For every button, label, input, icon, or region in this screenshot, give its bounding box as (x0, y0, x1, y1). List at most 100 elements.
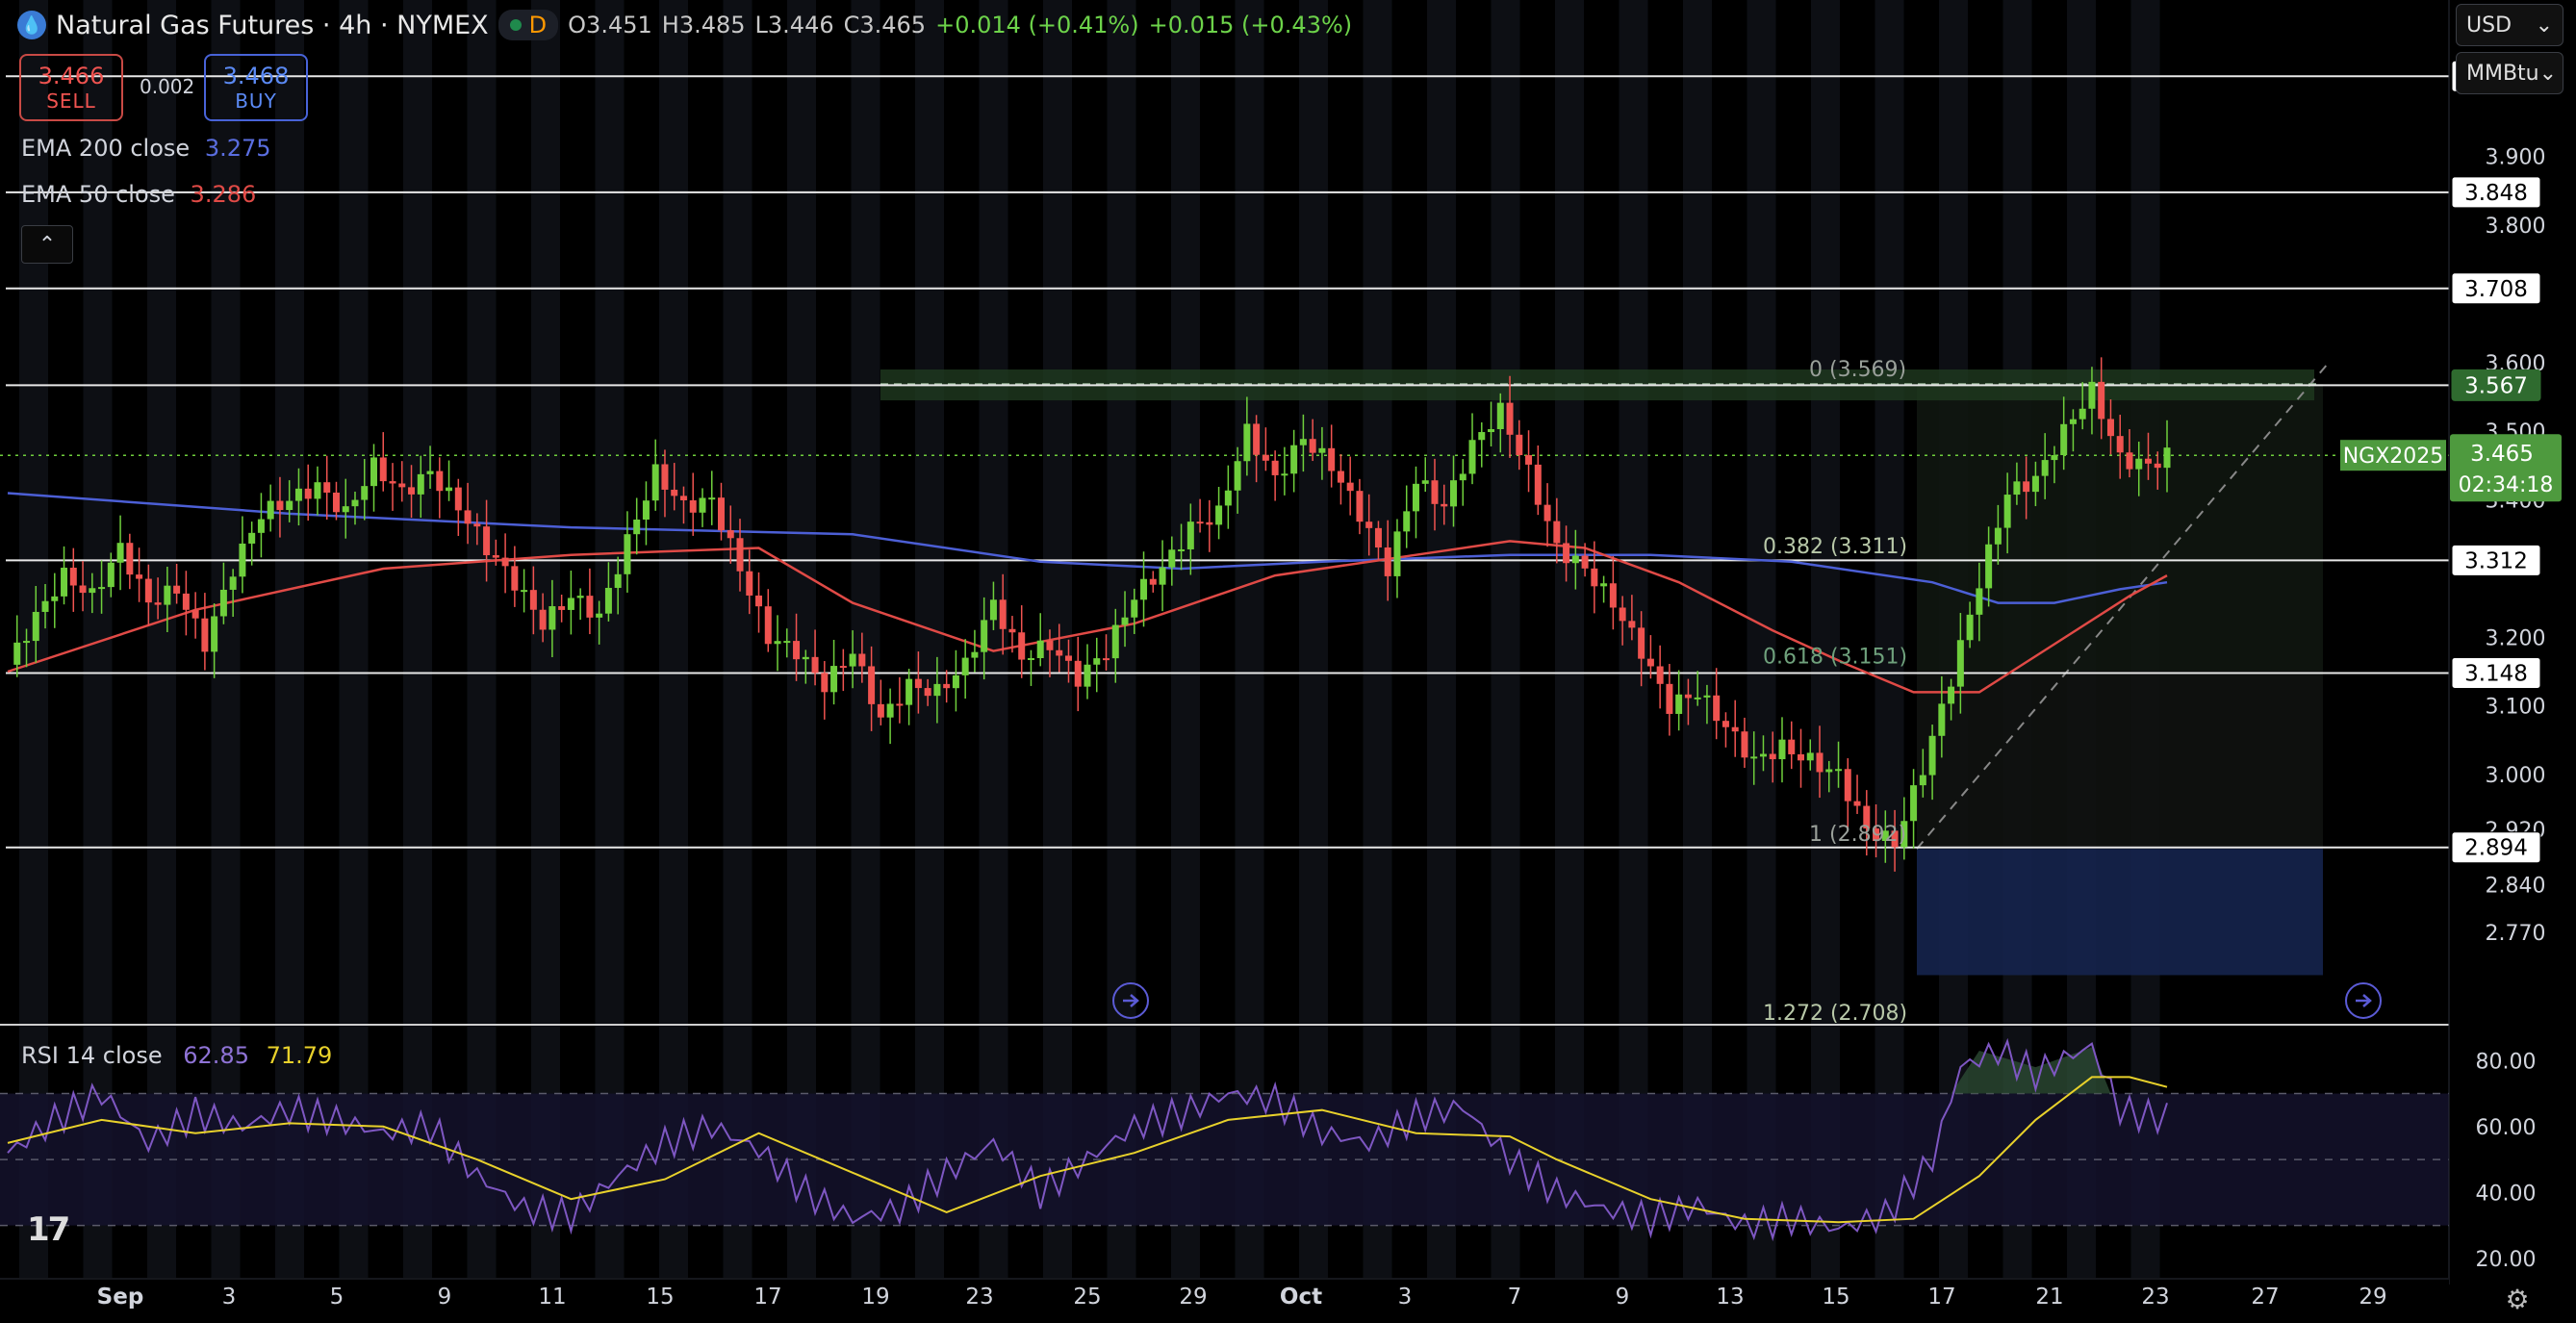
level-price-tag[interactable] (2451, 369, 2541, 401)
candle (877, 679, 884, 725)
candle-body (1769, 753, 1776, 760)
candle-body (774, 641, 781, 645)
candle-body (633, 520, 641, 535)
chevron-up-icon: ⌃ (38, 232, 57, 257)
candle (2135, 442, 2143, 496)
level-price-tag[interactable] (2451, 544, 2541, 576)
session-stripe (1235, 0, 1264, 1285)
candle (116, 515, 124, 591)
candle (586, 568, 594, 635)
ohlc-high: H3.485 (661, 12, 746, 38)
candle (1638, 611, 1645, 687)
candle-body (1741, 731, 1748, 758)
price-tick-label: 2.840 (2486, 874, 2546, 898)
candle-body (961, 657, 969, 675)
candle (1496, 393, 1504, 453)
candle (1027, 649, 1034, 686)
candle (708, 471, 716, 525)
candle (1441, 484, 1448, 525)
rsi-legend[interactable]: RSI 14 close 62.85 71.79 (21, 1042, 332, 1069)
candle-body (1788, 739, 1796, 754)
candle (229, 569, 237, 618)
buy-button[interactable]: 3.468 BUY (204, 54, 308, 121)
session-stripe (1491, 0, 1520, 1285)
candle (1074, 636, 1082, 712)
jump-arrow (2356, 994, 2372, 1007)
session-stripe (1299, 0, 1328, 1285)
session-stripe (1363, 0, 1392, 1285)
candle (1534, 445, 1542, 516)
candle (689, 472, 697, 536)
session-stripe (851, 0, 880, 1285)
jump-to-realtime-icon[interactable] (1112, 982, 1149, 1019)
candle-body (1797, 753, 1804, 761)
currency-select[interactable]: USD ⌄ (2456, 4, 2563, 46)
market-status-pill[interactable]: D (497, 10, 559, 40)
jump-to-realtime-icon[interactable] (2345, 982, 2382, 1019)
candle-body (1008, 628, 1016, 633)
candle-body (1178, 548, 1186, 551)
level-price-text: 2.894 (2464, 836, 2528, 861)
candle-body (1196, 522, 1204, 524)
session-stripe (915, 0, 944, 1285)
candle (914, 651, 922, 714)
collapse-legend-button[interactable]: ⌃ (21, 225, 73, 264)
candle (821, 661, 829, 720)
candle-body (1206, 522, 1213, 525)
ema200-legend[interactable]: EMA 200 close 3.275 (21, 135, 271, 162)
symbol-tag[interactable] (2340, 440, 2446, 471)
candle (389, 463, 396, 511)
candle (961, 639, 969, 700)
candle-body (1149, 578, 1157, 585)
candle (2031, 461, 2039, 507)
ema50-legend[interactable]: EMA 50 close 3.286 (21, 181, 256, 208)
candle-body (1910, 785, 1918, 822)
symbol-title[interactable]: Natural Gas Futures · 4h · NYMEX (56, 10, 489, 40)
settings-gear-icon[interactable]: ⚙ (2505, 1283, 2530, 1315)
candle-body (886, 703, 894, 718)
time-tick-label: 7 (1508, 1285, 1522, 1310)
time-tick-label: 3 (222, 1285, 237, 1310)
sell-label: SELL (46, 89, 96, 113)
candle-body (511, 566, 519, 591)
level-price-tag[interactable] (2451, 831, 2541, 864)
time-tick-label: 23 (2141, 1285, 2169, 1310)
tradingview-logo-icon[interactable]: 17 (27, 1210, 70, 1249)
candle (1656, 645, 1664, 709)
level-price-text: 3.312 (2464, 548, 2528, 573)
candle (2003, 472, 2011, 554)
candle (182, 571, 190, 636)
last-price-tag[interactable] (2450, 434, 2562, 502)
candle-body (1450, 480, 1458, 507)
candle (342, 478, 349, 539)
candle (1093, 637, 1101, 693)
candle-body (294, 488, 302, 501)
candle-body (1290, 445, 1298, 474)
candle-body (1928, 735, 1936, 776)
candle-body (1806, 752, 1814, 761)
candle-body (1759, 753, 1767, 757)
candle (2154, 451, 2161, 490)
time-axis-background (0, 1278, 2449, 1323)
candle-body (614, 573, 622, 588)
level-price-tag[interactable] (2451, 176, 2541, 209)
candle (417, 455, 424, 519)
candle (679, 486, 687, 524)
sell-button[interactable]: 3.466 SELL (19, 54, 123, 121)
level-price-tag[interactable] (2451, 272, 2541, 305)
candle-body (1384, 547, 1391, 576)
level-price-tag[interactable] (2451, 656, 2541, 689)
candle-body (1684, 694, 1692, 699)
candle-body (1468, 440, 1476, 474)
time-tick-label: Oct (1280, 1285, 1322, 1310)
unit-select[interactable]: MMBtu ⌄ (2456, 52, 2563, 94)
jump-arrow (1123, 994, 1139, 1007)
candle-body (13, 642, 21, 665)
candle-body (755, 595, 763, 607)
candle (1365, 494, 1373, 556)
candle-body (464, 510, 472, 524)
candle (1881, 810, 1889, 863)
candle (849, 630, 856, 689)
candle (2116, 415, 2124, 479)
